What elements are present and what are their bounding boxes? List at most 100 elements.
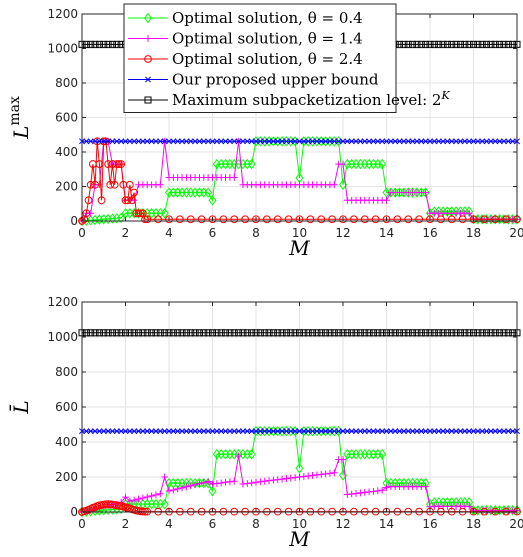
data-point-2-4-43 <box>266 428 273 435</box>
data-point-2-5-20 <box>165 329 173 337</box>
data-point-2-5-88 <box>461 329 469 337</box>
data-point-2-2-49 <box>291 474 299 481</box>
data-point-2-5-87 <box>456 329 464 337</box>
data-point-1-4-47 <box>283 138 290 145</box>
y-tick-label-3: 600 <box>55 400 78 414</box>
data-point-2-4-49 <box>292 428 299 435</box>
data-point-2-5-55 <box>317 329 325 337</box>
data-point-2-1-50 <box>295 463 304 474</box>
data-point-2-2-37 <box>239 480 247 488</box>
data-point-2-1-19 <box>160 498 169 510</box>
data-point-1-4-18 <box>157 138 164 145</box>
data-point-1-4-37 <box>239 138 246 145</box>
data-point-1-4-24 <box>183 138 190 145</box>
data-point-2-2-21 <box>169 486 177 494</box>
data-point-1-3-18 <box>117 160 126 168</box>
data-point-2-5-30 <box>209 329 216 337</box>
data-point-1-4-79 <box>422 138 429 145</box>
data-point-1-4-21 <box>170 138 177 145</box>
data-point-2-5-83 <box>439 329 447 337</box>
data-point-1-1-39 <box>247 158 256 170</box>
data-point-2-5-93 <box>483 329 491 337</box>
x-tick-label-7: 14 <box>379 226 394 240</box>
data-point-2-1-39 <box>247 449 256 460</box>
data-point-2-2-29 <box>204 478 212 485</box>
data-point-2-4-32 <box>218 428 225 435</box>
x-tick-label-10: 20 <box>509 517 523 531</box>
data-point-1-5-80 <box>426 40 434 48</box>
data-point-1-4-16 <box>148 138 155 145</box>
data-point-2-2-69 <box>378 486 386 494</box>
data-point-2-5-3 <box>91 329 99 337</box>
data-point-1-4-6 <box>105 138 112 145</box>
data-point-1-2-35 <box>230 174 238 181</box>
data-point-2-4-37 <box>239 428 246 435</box>
data-point-2-4-86 <box>453 428 460 435</box>
data-point-2-5-10 <box>122 329 129 337</box>
data-point-2-5-77 <box>413 329 421 337</box>
data-point-2-4-70 <box>383 428 390 435</box>
data-point-1-5-73 <box>396 40 404 48</box>
data-point-1-3-2 <box>82 209 91 218</box>
data-point-2-5-57 <box>326 329 334 337</box>
data-point-1-4-77 <box>413 138 420 145</box>
data-point-1-3-63 <box>502 215 511 224</box>
data-point-1-3-58 <box>447 215 456 224</box>
data-point-2-2-40 <box>252 478 260 486</box>
data-point-1-4-65 <box>361 138 368 145</box>
data-point-2-4-46 <box>279 428 286 435</box>
data-point-2-4-19 <box>161 428 168 435</box>
data-point-2-2-55 <box>317 470 325 478</box>
data-point-1-4-4 <box>96 138 103 145</box>
series-2-5 <box>78 329 521 337</box>
data-point-2-2-46 <box>278 475 286 483</box>
data-point-1-5-89 <box>465 40 473 48</box>
data-point-1-4-13 <box>135 138 142 145</box>
data-point-2-5-4 <box>95 329 103 337</box>
data-point-1-5-90 <box>470 40 477 48</box>
data-point-2-2-38 <box>243 480 251 487</box>
data-point-2-5-67 <box>369 329 377 337</box>
data-point-2-4-38 <box>244 428 251 435</box>
data-point-1-4-97 <box>500 138 507 145</box>
x-axis-label-1: M <box>288 236 310 260</box>
data-point-1-3-49 <box>349 215 358 224</box>
data-point-1-4-36 <box>235 138 242 145</box>
data-point-2-5-15 <box>143 329 151 337</box>
data-point-2-5-59 <box>335 329 343 337</box>
data-point-1-4-78 <box>418 138 425 145</box>
data-point-1-3-44 <box>295 215 304 224</box>
data-point-2-4-6 <box>105 428 112 435</box>
data-point-1-5-5 <box>100 40 108 48</box>
data-point-2-4-35 <box>231 428 238 435</box>
data-point-1-3-17 <box>115 160 123 168</box>
data-point-2-4-92 <box>479 428 486 435</box>
data-point-1-3-40 <box>252 215 260 224</box>
data-point-2-5-39 <box>248 329 256 337</box>
data-point-1-3-52 <box>382 215 391 224</box>
data-point-1-4-73 <box>396 138 403 145</box>
data-point-1-3-46 <box>317 215 326 224</box>
data-point-2-5-85 <box>448 329 456 337</box>
data-point-2-4-31 <box>213 428 220 435</box>
series-2-4 <box>79 428 520 435</box>
data-point-1-4-12 <box>131 138 138 145</box>
data-point-2-5-29 <box>204 329 212 337</box>
data-point-2-2-60 <box>339 456 347 463</box>
data-point-2-4-87 <box>457 428 464 435</box>
legend-entry-5: Maximum subpacketization level: 2K <box>128 89 450 109</box>
data-point-1-3-26 <box>134 209 143 218</box>
data-point-1-5-98 <box>504 40 512 48</box>
data-point-2-4-89 <box>466 428 473 435</box>
data-point-2-4-83 <box>440 428 447 435</box>
data-point-2-4-22 <box>174 428 181 435</box>
data-point-1-3-8 <box>95 160 104 168</box>
data-point-2-4-51 <box>300 428 307 435</box>
data-point-2-2-57 <box>326 469 334 477</box>
data-point-1-4-90 <box>470 138 477 145</box>
series-1-1 <box>77 136 522 227</box>
data-point-2-5-17 <box>152 329 160 337</box>
data-point-2-4-29 <box>205 428 212 435</box>
data-point-2-5-73 <box>396 329 404 337</box>
